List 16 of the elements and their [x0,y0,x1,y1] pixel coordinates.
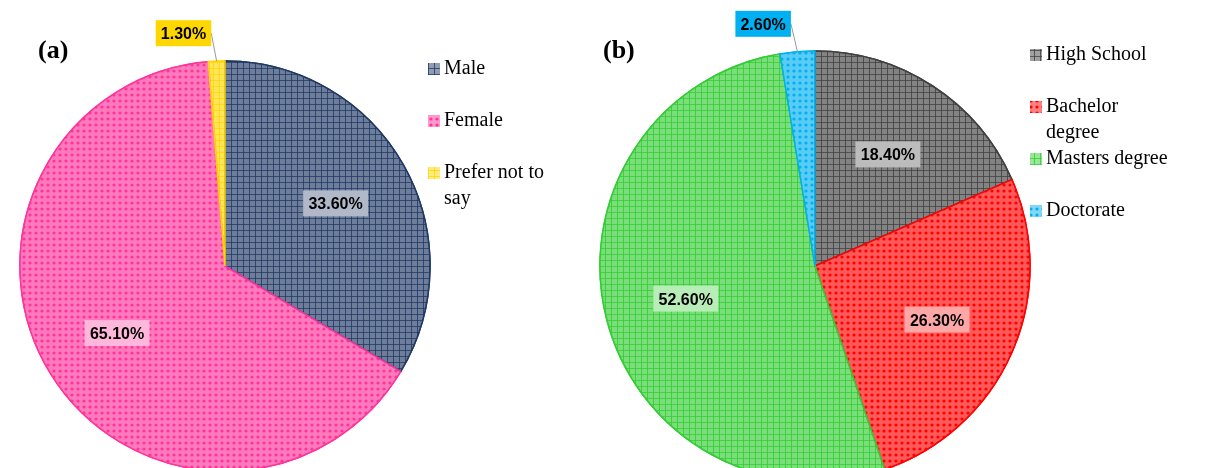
data-label: 18.40% [860,146,916,164]
data-label: 2.60% [740,15,786,33]
data-label: 1.30% [160,25,207,43]
legend-label: Doctorate [1046,198,1125,220]
data-label: 65.10% [89,325,145,343]
data-label: 33.60% [308,195,363,213]
data-label: 52.60% [658,290,713,308]
legend-label: Bachelor degree [1046,94,1119,143]
chart-title: (a) [38,35,69,64]
legend-label: Prefer not to say [444,160,544,209]
text: (b) [603,35,635,64]
legend-label: Masters degree [1046,146,1168,169]
data-label: 26.30% [909,311,965,329]
legend-label: Male [444,56,486,78]
legend-label: High School [1046,42,1147,65]
legend-label: Female [444,108,503,130]
